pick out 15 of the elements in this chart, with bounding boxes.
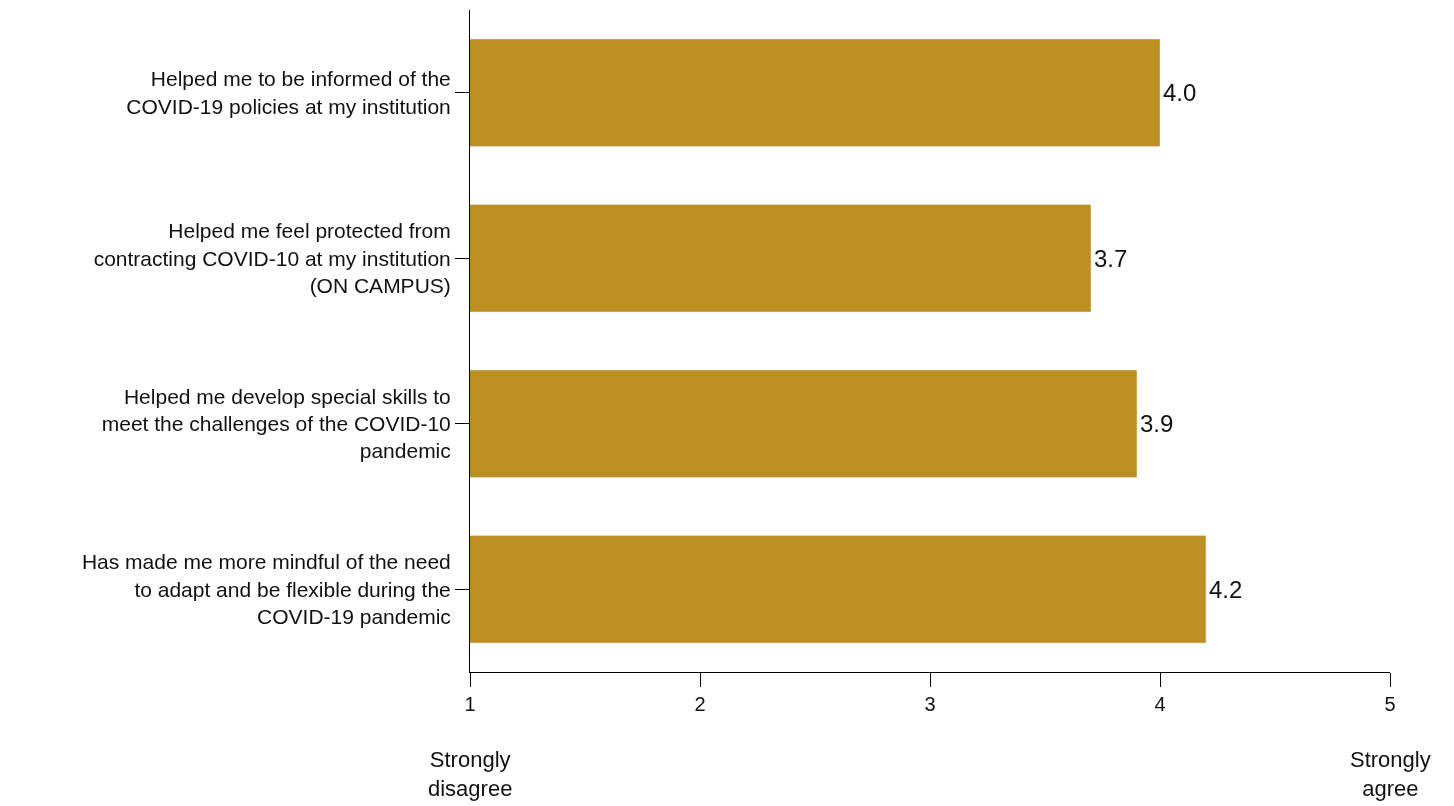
data-label: 4.0 xyxy=(1163,79,1197,107)
text: Strongly agree xyxy=(1350,747,1431,801)
x-tick-label: 5 xyxy=(1384,693,1396,715)
data-label: 4.2 xyxy=(1209,575,1243,603)
x-tick-label: 2 xyxy=(694,693,706,715)
data-label: 3.7 xyxy=(1094,244,1128,272)
y-tick-label: Helped me feel protected from contracting COVID-10 at my institution (ON CAMPUS) xyxy=(93,219,451,297)
x-tick-label: 3 xyxy=(924,693,936,715)
y-tick-label: Has made me more mindful of the need to adapt and be flexible during the COVID-19 pandemic xyxy=(81,550,451,628)
data-label: 3.9 xyxy=(1140,410,1174,438)
y-tick-label: Helped me develop special skills to meet the challenges of the COVID-10 pandemic xyxy=(101,384,451,463)
text: Strongly disagree xyxy=(428,747,513,801)
x-tick-label: 4 xyxy=(1154,693,1166,715)
y-tick-label: Helped me to be informed of the COVID-19 policies at my institution xyxy=(126,67,451,118)
x-tick-label: 1 xyxy=(464,693,476,715)
